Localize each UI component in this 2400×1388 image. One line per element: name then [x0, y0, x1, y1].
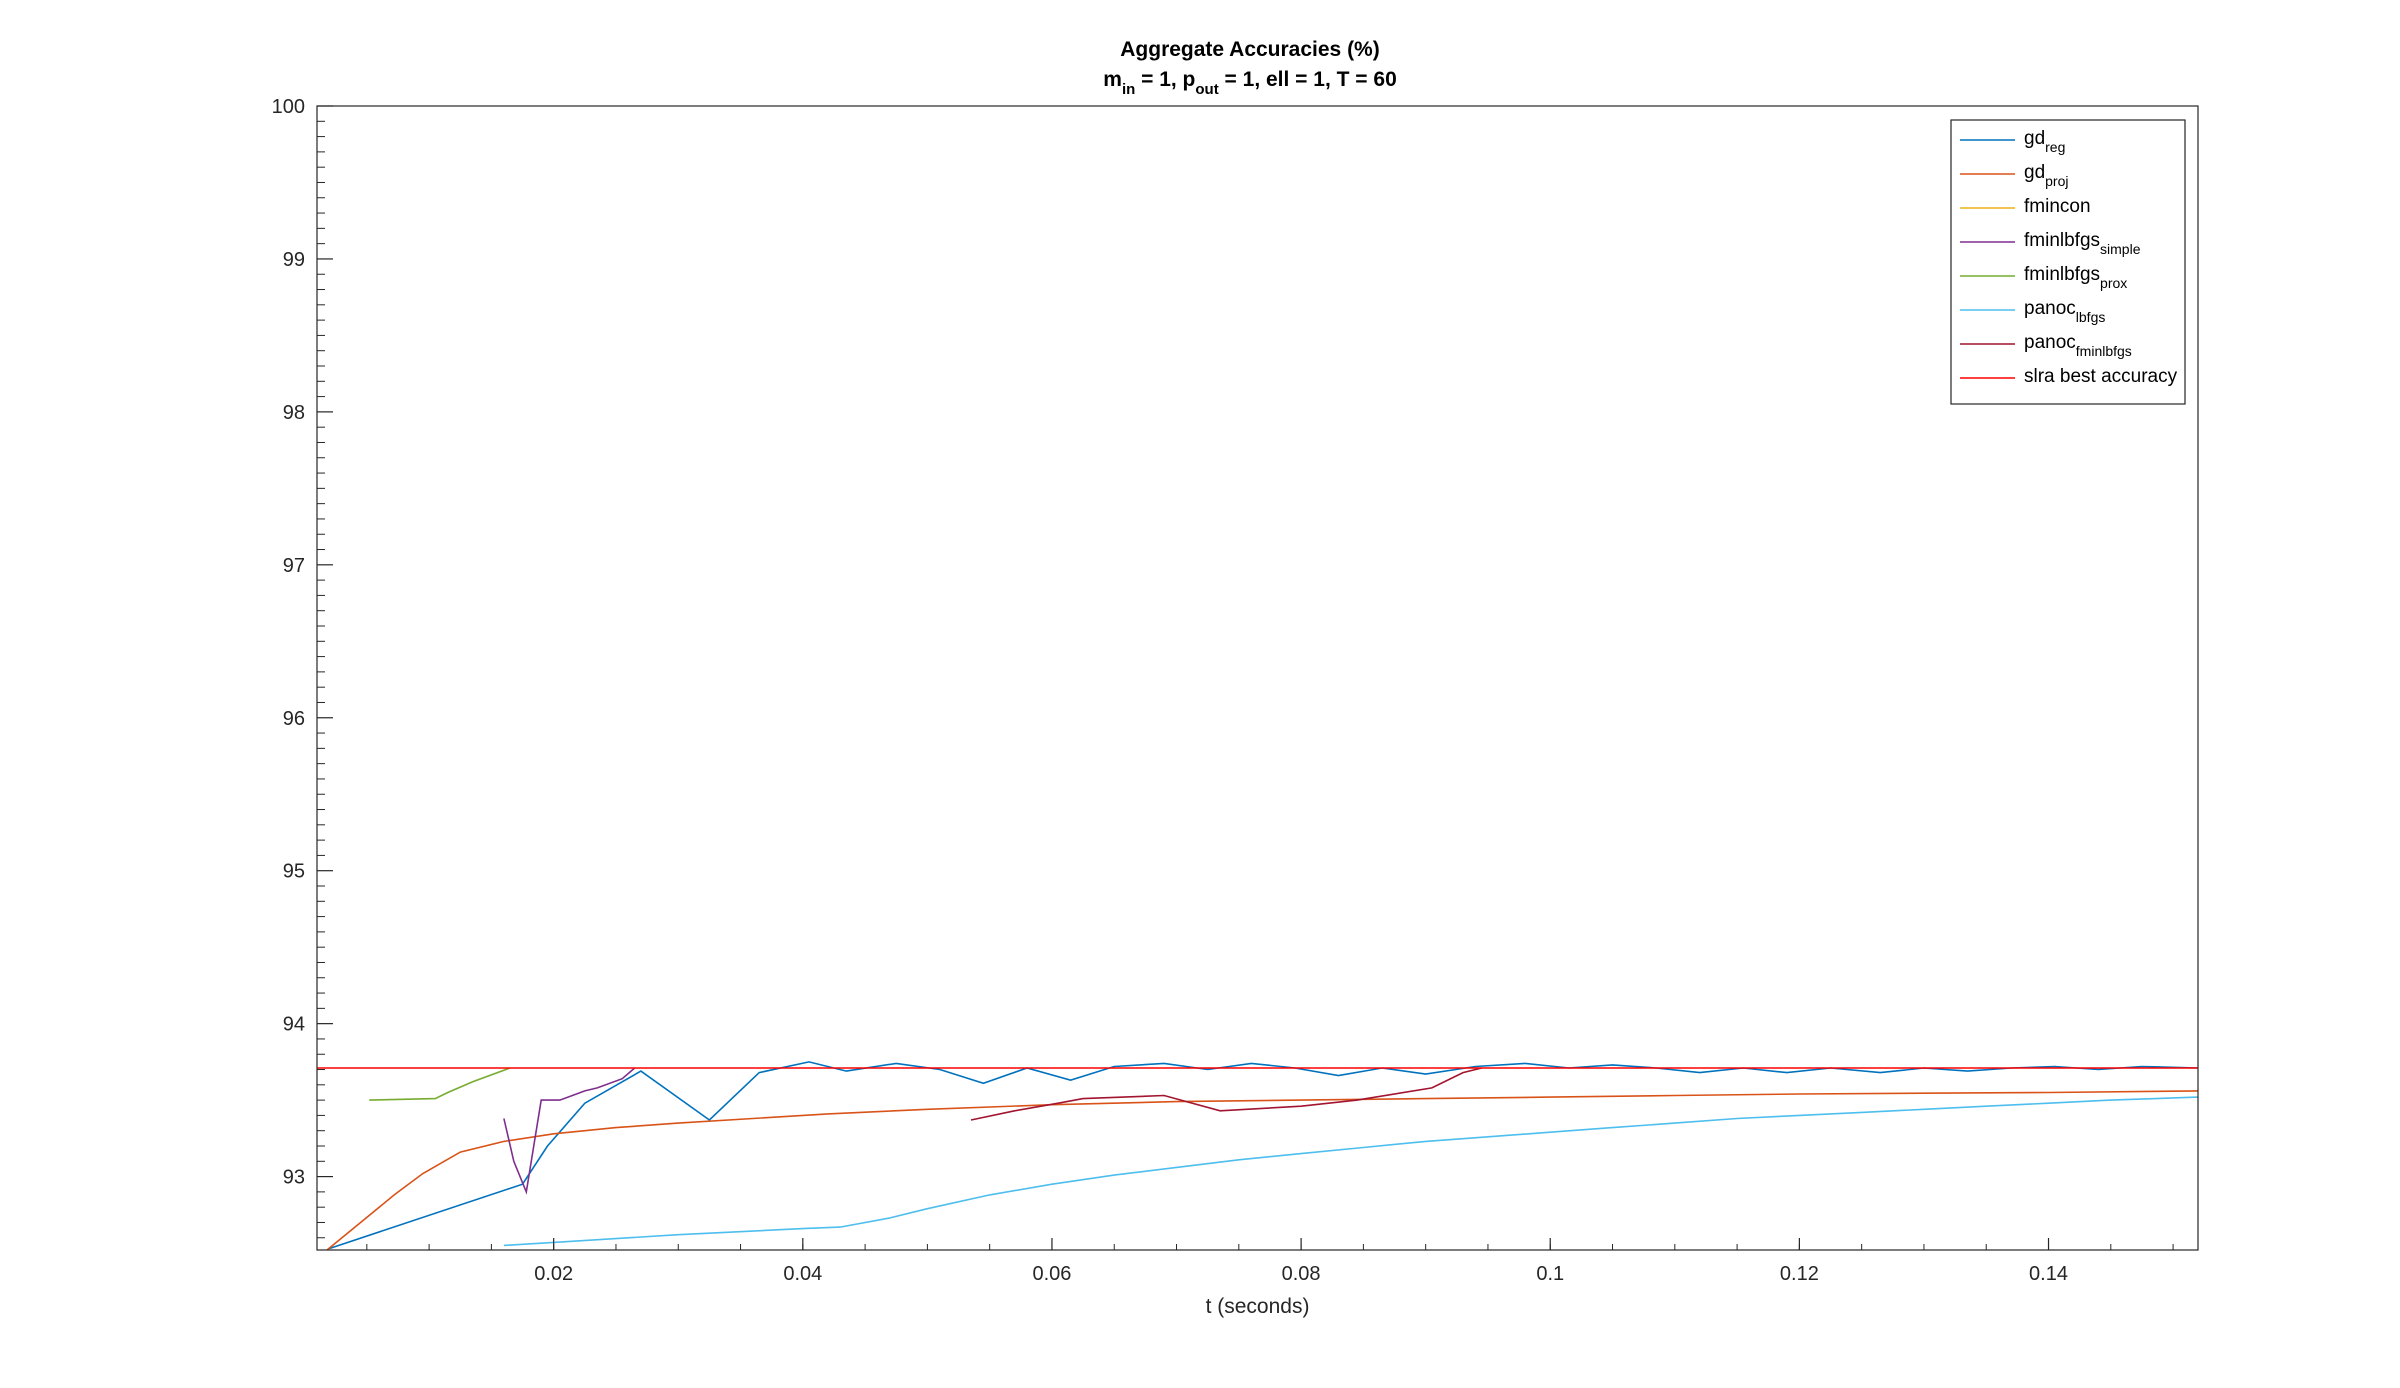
legend-entry: gdproj [2024, 162, 2069, 189]
legend-entry: fminlbfgssimple [2024, 230, 2141, 257]
legend-box [1950, 119, 2186, 405]
subtitle-part: = 1, ell = 1, T = 60 [1219, 68, 1397, 91]
x-axis-label: t (seconds) [1206, 1295, 1310, 1318]
legend-entry: gdreg [2024, 128, 2065, 155]
subtitle-part: m [1103, 68, 1122, 91]
series-line-gd-reg [329, 1061, 2199, 1250]
series-line-panoc-fminlbfgs [970, 1067, 1482, 1121]
legend: gdreg gdproj fmincon fminlbfgssimple fminlbf… [1950, 119, 2186, 405]
x-tick-label: 0.1 [1536, 1263, 1564, 1285]
x-axis: 0.02 0.04 0.06 0.08 0.1 0.12 0.14 [366, 1238, 2174, 1285]
y-tick-label: 95 [283, 861, 305, 883]
y-tick-label: 99 [283, 249, 305, 271]
x-tick-label: 0.06 [1032, 1263, 1071, 1285]
x-tick-label: 0.04 [783, 1263, 822, 1285]
y-tick-label: 97 [283, 555, 305, 577]
legend-entry: fmincon [2024, 196, 2091, 217]
series-line-fminlbfgs-prox [369, 1067, 511, 1101]
x-tick-label: 0.02 [534, 1263, 573, 1285]
x-tick-label: 0.14 [2029, 1263, 2068, 1285]
series-line-panoc-lbfgs [503, 1096, 2199, 1247]
series-line-fminlbfgs-simple [503, 1067, 636, 1195]
axes-box [316, 105, 2199, 1251]
y-tick-label: 100 [272, 96, 305, 118]
subtitle-part: = 1, p [1135, 68, 1195, 91]
y-tick-label: 93 [283, 1167, 305, 1189]
subtitle-part: out [1195, 81, 1218, 98]
y-tick-label: 94 [283, 1014, 305, 1036]
y-tick-label: 98 [283, 402, 305, 424]
chart-subtitle: min = 1, pout = 1, ell = 1, T = 60 [1103, 68, 1397, 98]
series-layer [317, 1061, 2199, 1251]
x-tick-label: 0.08 [1282, 1263, 1321, 1285]
legend-entry: fminlbfgsprox [2024, 264, 2127, 291]
legend-entry: panoclbfgs [2024, 298, 2105, 325]
y-tick-label: 96 [283, 708, 305, 730]
series-line-gd-proj [326, 1090, 2199, 1251]
chart-titles: Aggregate Accuracies (%) min = 1, pout =… [1103, 38, 1397, 98]
x-tick-label: 0.12 [1780, 1263, 1819, 1285]
legend-entry: panocfminlbfgs [2024, 332, 2132, 359]
chart-title: Aggregate Accuracies (%) [1120, 38, 1379, 61]
y-axis: 93 94 95 96 97 98 99 100 [272, 96, 333, 1239]
subtitle-part: in [1122, 81, 1135, 98]
plot-area: 0.02 0.04 0.06 0.08 0.1 0.12 0.14 93 94 95 96 97 98… [272, 96, 2199, 1318]
legend-entry: slra best accuracy [2024, 366, 2178, 387]
